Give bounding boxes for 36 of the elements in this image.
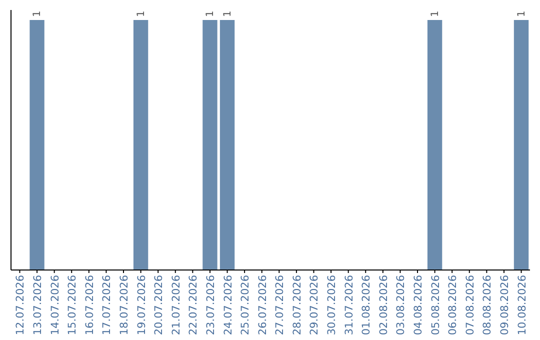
x-tick-label: 31.07.2026 bbox=[343, 274, 356, 336]
x-tick-label: 19.07.2026 bbox=[136, 274, 148, 336]
x-tick-label: 18.07.2026 bbox=[118, 274, 130, 336]
data-label: 1 bbox=[136, 10, 147, 17]
x-tick-label: 10.08.2026 bbox=[516, 274, 528, 336]
x-tick-label: 27.07.2026 bbox=[274, 274, 286, 336]
x-tick-label: 01.08.2026 bbox=[360, 274, 373, 336]
x-tick-label: 06.08.2026 bbox=[447, 274, 460, 336]
x-tick-label: 20.07.2026 bbox=[153, 274, 166, 336]
x-tick-label: 24.07.2026 bbox=[222, 274, 234, 336]
x-tick-label: 21.07.2026 bbox=[170, 274, 182, 336]
x-tick-label: 07.08.2026 bbox=[464, 274, 476, 336]
x-tick-label: 23.07.2026 bbox=[204, 274, 217, 336]
data-label: 1 bbox=[516, 10, 528, 17]
x-tick-label: 22.07.2026 bbox=[188, 274, 200, 336]
data-label: 1 bbox=[430, 10, 441, 17]
x-tick-label: 08.08.2026 bbox=[482, 274, 494, 336]
x-tick-label: 17.07.2026 bbox=[101, 274, 114, 336]
x-tick-label: 16.07.2026 bbox=[84, 274, 96, 336]
data-label: 1 bbox=[204, 10, 216, 17]
x-tick-label: 30.07.2026 bbox=[326, 274, 338, 336]
x-tick-label: 29.07.2026 bbox=[308, 274, 321, 336]
x-tick-label: 09.08.2026 bbox=[498, 274, 511, 336]
x-tick-label: 13.07.2026 bbox=[32, 274, 44, 336]
x-tick-label: 02.08.2026 bbox=[378, 274, 390, 336]
data-label: 1 bbox=[32, 10, 44, 17]
x-tick-label: 03.08.2026 bbox=[395, 274, 408, 336]
data-label: 1 bbox=[222, 10, 234, 17]
x-tick-label: 12.07.2026 bbox=[14, 274, 27, 336]
x-tick-label: 15.07.2026 bbox=[66, 274, 79, 336]
x-tick-label: 05.08.2026 bbox=[430, 274, 442, 336]
x-tick-label: 28.07.2026 bbox=[291, 274, 304, 336]
x-tick-label: 14.07.2026 bbox=[49, 274, 62, 336]
x-tick-label: 25.07.2026 bbox=[240, 274, 252, 336]
x-tick-label: 26.07.2026 bbox=[256, 274, 269, 336]
x-tick-label: 04.08.2026 bbox=[412, 274, 424, 336]
